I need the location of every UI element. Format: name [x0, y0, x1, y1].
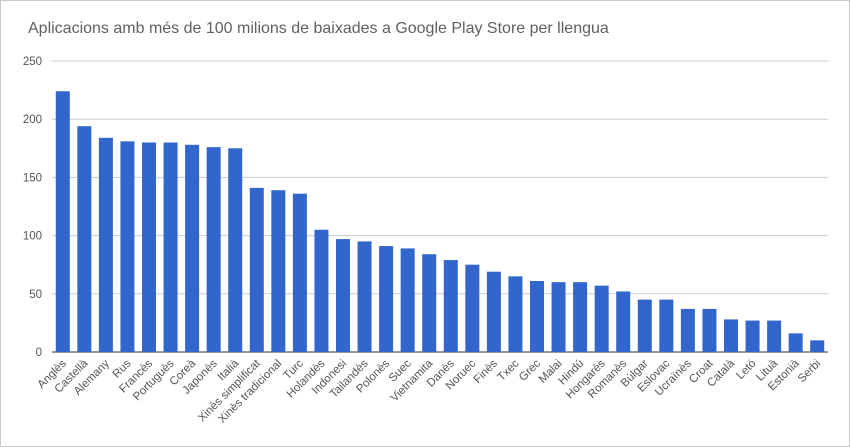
y-tick-label: 250 — [23, 56, 42, 68]
x-tick-label: Txec — [495, 357, 521, 383]
bar — [98, 137, 113, 352]
bar — [486, 271, 501, 352]
bar — [314, 229, 329, 352]
bar — [680, 308, 695, 352]
bar — [616, 291, 631, 352]
bar — [141, 142, 157, 352]
bar — [77, 126, 92, 353]
y-tick-label: 0 — [36, 347, 42, 359]
bar — [702, 308, 717, 352]
bar — [228, 148, 243, 352]
y-tick-label: 100 — [23, 231, 42, 243]
chart-title: Aplicacions amb més de 100 milions de ba… — [28, 20, 609, 37]
x-tick-label: Finès — [472, 357, 501, 386]
bar — [185, 144, 200, 352]
bar — [120, 141, 135, 352]
bar — [163, 142, 178, 352]
bar — [810, 340, 825, 352]
bar — [271, 190, 286, 352]
y-tick-label: 200 — [23, 114, 42, 126]
bar — [529, 280, 545, 352]
x-tick-label: Letó — [734, 358, 758, 382]
bar — [637, 299, 652, 352]
bar — [465, 264, 480, 352]
bar — [206, 147, 221, 352]
bar — [788, 333, 803, 352]
bar — [551, 282, 566, 352]
y-tick-label: 50 — [29, 289, 42, 301]
bar — [357, 241, 372, 352]
bar — [573, 282, 588, 352]
bar — [55, 91, 70, 352]
bar — [292, 193, 307, 352]
bar — [379, 246, 394, 352]
bar — [594, 285, 609, 352]
bar — [249, 187, 264, 352]
bar — [422, 254, 437, 352]
bar — [659, 299, 674, 352]
bar — [335, 239, 351, 352]
bar — [723, 319, 739, 352]
y-tick-label: 150 — [23, 172, 42, 184]
bar — [767, 320, 782, 352]
bar — [508, 276, 523, 352]
bar — [443, 260, 458, 352]
bar — [400, 248, 415, 352]
bar — [745, 320, 760, 352]
x-tick-label: Serbi — [796, 358, 823, 385]
